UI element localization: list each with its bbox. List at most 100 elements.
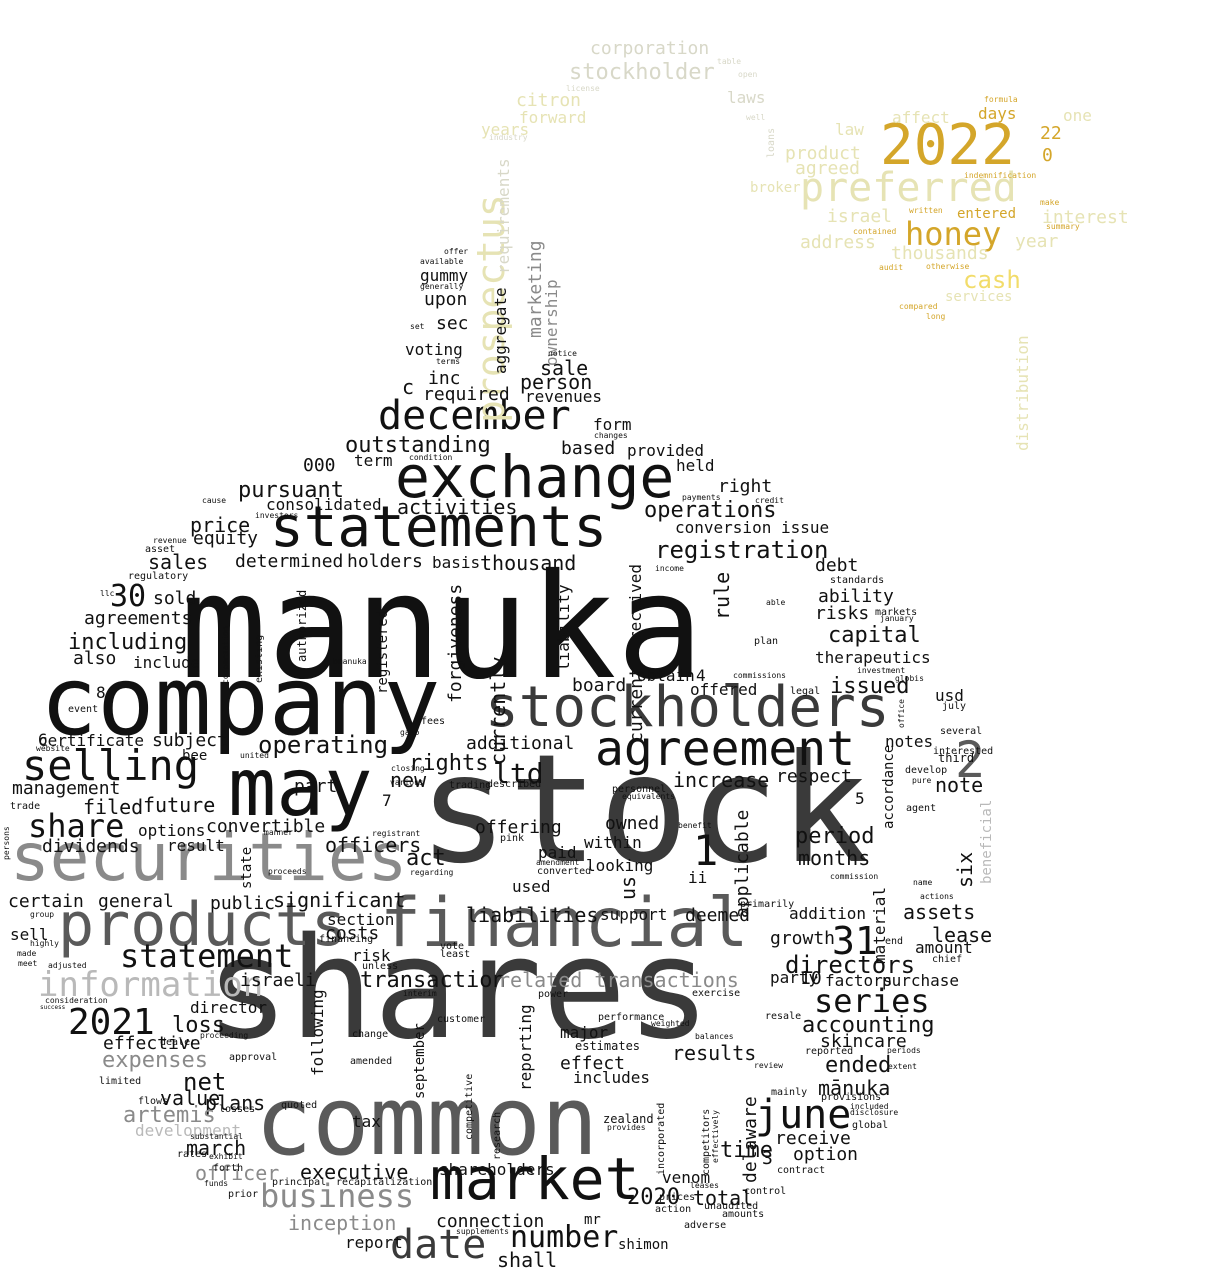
word-future: future xyxy=(143,793,216,817)
word-0: 0 xyxy=(1042,145,1053,166)
word-one: one xyxy=(1063,106,1092,125)
word-adverse: adverse xyxy=(684,1220,727,1231)
word-set: set xyxy=(410,322,425,331)
word-terms: terms xyxy=(436,357,461,366)
word-generally: generally xyxy=(420,282,464,291)
word-reporting: reporting xyxy=(516,1004,535,1091)
word-contract: contract xyxy=(777,1165,826,1176)
word-ii: ii xyxy=(688,868,708,887)
word-received: received xyxy=(626,563,645,641)
word-10: 10 xyxy=(800,968,822,989)
word-ability: ability xyxy=(818,586,894,607)
word-proceeds: proceeds xyxy=(268,867,307,876)
word-customer: customer xyxy=(437,1014,486,1025)
word-consideration: consideration xyxy=(45,996,108,1005)
word-assets: assets xyxy=(903,900,976,924)
word-person: person xyxy=(520,370,593,394)
word-number: number xyxy=(510,1220,619,1255)
word-amendment: amendment xyxy=(536,858,580,867)
word-inc: inc xyxy=(428,368,461,389)
word-commissions: commissions xyxy=(733,671,786,680)
word-included: included xyxy=(850,1102,889,1111)
word-amount: amount xyxy=(915,938,973,957)
word-business: business xyxy=(260,1177,415,1215)
word-general: general xyxy=(98,891,174,912)
word-form: form xyxy=(593,415,632,434)
word-accordance: accordance xyxy=(881,744,897,829)
word-rule: rule xyxy=(710,571,734,620)
word-available: available xyxy=(420,257,464,266)
word-manner: manner xyxy=(264,828,293,837)
word-upon: upon xyxy=(424,289,468,310)
word-information: information xyxy=(38,965,264,1005)
word-power: power xyxy=(538,989,569,1000)
word-approval: approval xyxy=(229,1052,278,1063)
word-table: table xyxy=(717,57,742,66)
word-resale: resale xyxy=(765,1011,802,1022)
word-result: result xyxy=(167,836,225,855)
word-investment: investment xyxy=(857,666,906,675)
word-usd: usd xyxy=(935,686,964,705)
word-otherwise: otherwise xyxy=(926,262,970,271)
word-june: june xyxy=(755,1092,852,1138)
word-revenue: revenue xyxy=(153,536,187,545)
word-persons: persons xyxy=(2,826,11,860)
word-determined: determined xyxy=(235,551,344,572)
word-held: held xyxy=(676,456,715,475)
word-2020: 2020 xyxy=(627,1185,680,1210)
word-filed: filed xyxy=(83,795,144,819)
word-growth: growth xyxy=(770,928,836,949)
word-interest: interest xyxy=(1042,207,1129,228)
word-least: least xyxy=(440,949,471,960)
word-address: address xyxy=(800,232,876,253)
word-license: license xyxy=(566,84,600,93)
word-total: total xyxy=(693,1186,754,1210)
word-product: product xyxy=(785,143,861,164)
word-effectively: effectively xyxy=(711,1110,720,1163)
word-company: company xyxy=(40,647,441,757)
word-months: months xyxy=(798,846,871,870)
word-global: global xyxy=(852,1120,889,1131)
word-obtain: obtain xyxy=(637,666,695,685)
word-agreement: agreement xyxy=(595,721,856,777)
word-price: price xyxy=(190,513,251,537)
word-development: development xyxy=(135,1121,241,1140)
word-aggregate: aggregate xyxy=(491,287,510,374)
word-option: option xyxy=(793,1144,859,1165)
word-income: income xyxy=(655,564,684,573)
word-includes: includes xyxy=(573,1068,651,1087)
word-trading: trading xyxy=(449,780,492,791)
word-inception: inception xyxy=(288,1211,397,1235)
word-operations: operations xyxy=(644,498,777,523)
word-therapeutics: therapeutics xyxy=(815,648,931,667)
word-increase: increase xyxy=(673,768,770,792)
word-public: public xyxy=(210,893,276,914)
word-share: share xyxy=(28,807,125,845)
word-conversion-issue: conversion issue xyxy=(675,518,830,537)
word-disclosure: disclosure xyxy=(850,1108,899,1117)
word-voting: voting xyxy=(405,340,463,359)
word-period: period xyxy=(795,824,875,849)
word-issued: issued xyxy=(830,674,910,699)
word-authorized: authorized xyxy=(295,589,309,662)
word-accounting: accounting xyxy=(802,1013,935,1038)
word-party: party xyxy=(770,968,819,987)
word-selling: selling xyxy=(22,741,200,790)
word-honey: honey xyxy=(905,215,1002,253)
word-pure: pure xyxy=(912,776,932,785)
word-asset: asset xyxy=(145,544,176,555)
word-quoted: quoted xyxy=(281,1100,318,1111)
word-include: include xyxy=(133,653,201,672)
word-sold: sold xyxy=(153,588,197,609)
word-also: also xyxy=(73,648,117,669)
word-purchase: purchase xyxy=(882,971,960,990)
word-products: products xyxy=(58,890,347,960)
word-value: value xyxy=(160,1086,221,1110)
word-changes: changes xyxy=(594,431,628,440)
word-unless: unless xyxy=(362,961,399,972)
word-standards: standards xyxy=(830,575,885,586)
word-bmanuka: bmanuka xyxy=(333,657,367,666)
word-31: 31 xyxy=(832,919,878,963)
word-securities: securities xyxy=(10,819,408,896)
word-legal: legal xyxy=(790,686,821,697)
